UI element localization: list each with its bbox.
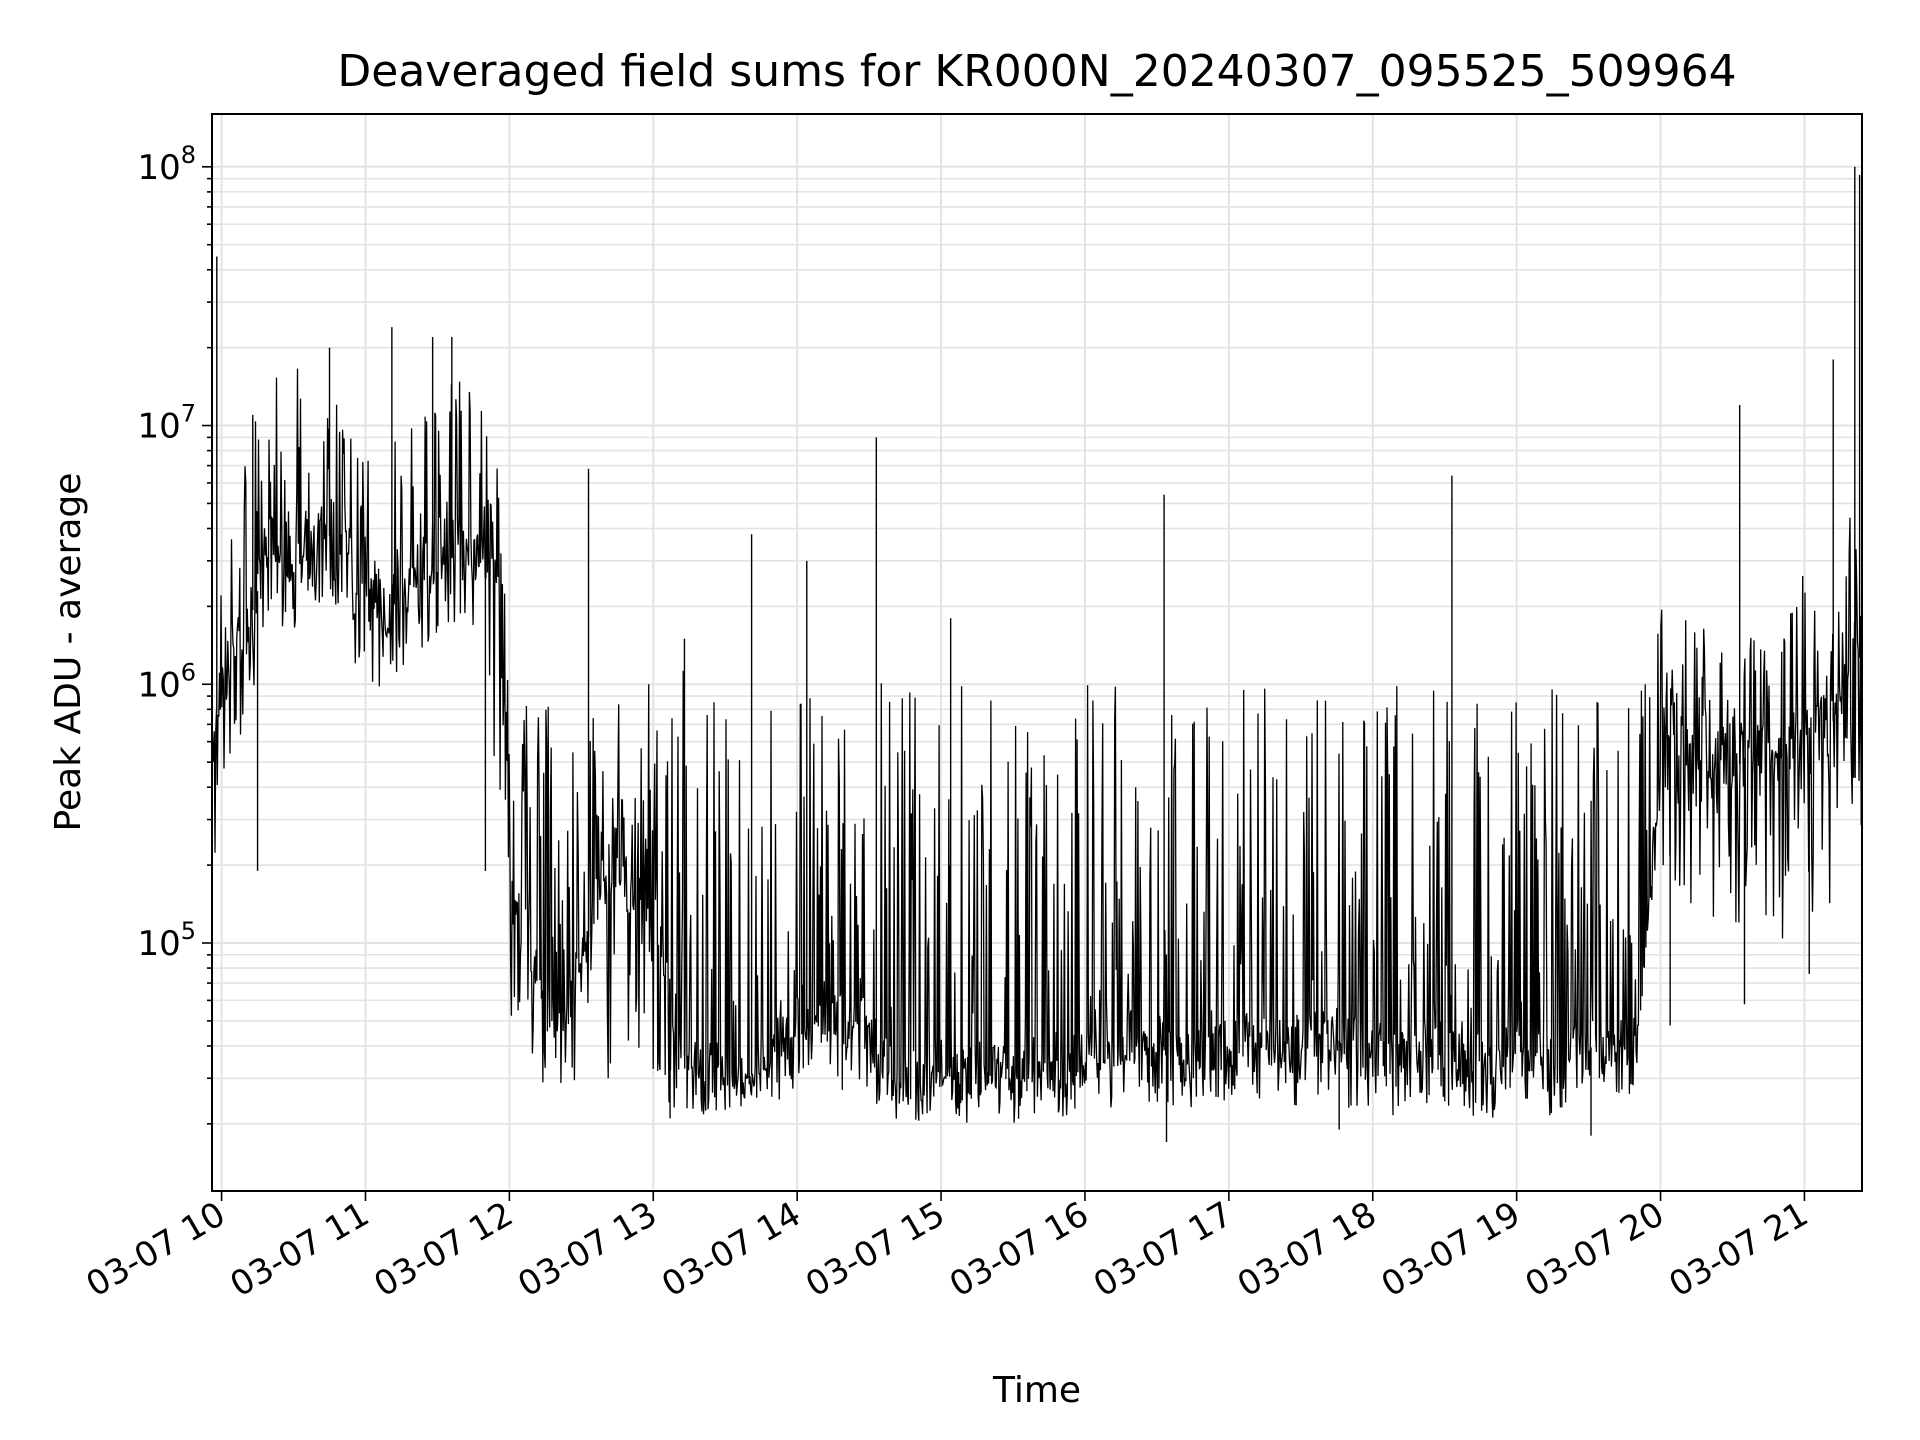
chart-title: Deaveraged field sums for KR000N_2024030… (337, 46, 1736, 97)
y-axis-label: Peak ADU - average (48, 473, 89, 832)
plot-frame (211, 113, 1863, 1192)
y-tick-label: 106 (137, 658, 196, 705)
y-tick-label: 107 (137, 400, 196, 447)
x-axis-label: Time (992, 1370, 1081, 1411)
y-tick-label: 108 (137, 141, 196, 188)
series-group (211, 166, 1863, 1143)
y-axis: 105 106 107 108 (137, 141, 212, 1125)
y-tick-label: 105 (137, 917, 196, 964)
series-line (211, 368, 1863, 1123)
